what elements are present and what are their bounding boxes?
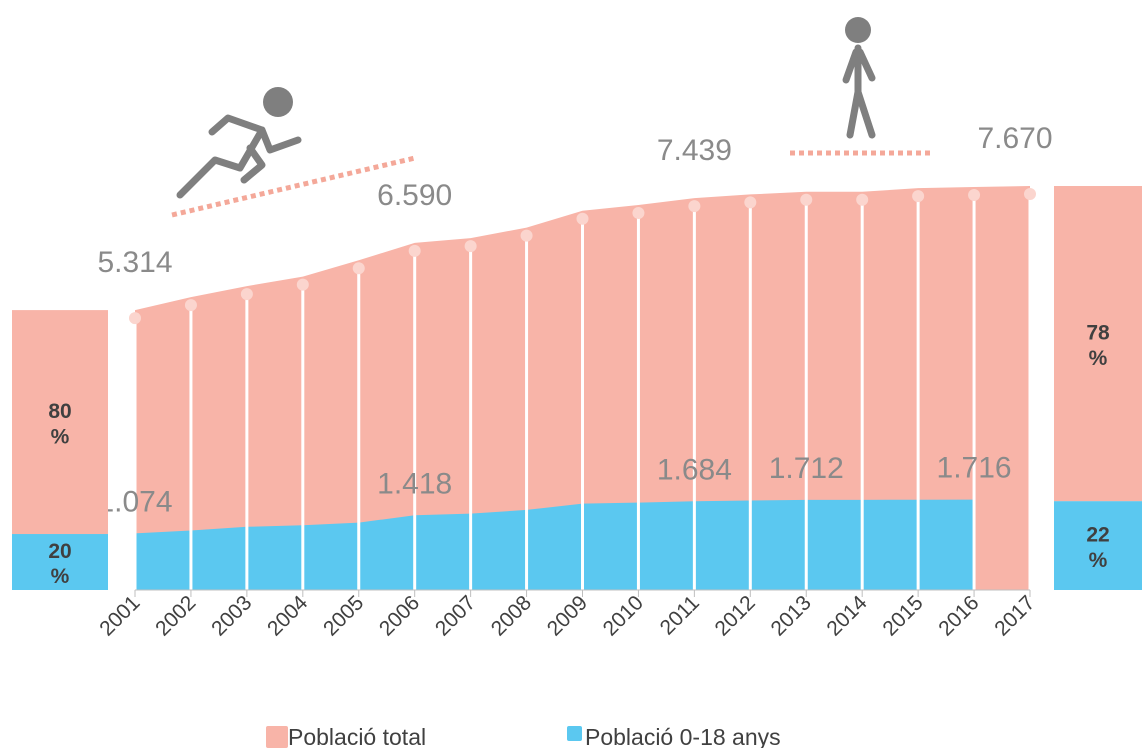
point	[968, 189, 981, 202]
x-tick-label: 2005	[319, 591, 368, 640]
point	[184, 299, 197, 312]
share-label-line: %	[1089, 549, 1108, 572]
value-label: 6.590	[377, 179, 452, 212]
share-label-line: %	[51, 425, 70, 448]
point	[129, 312, 141, 325]
x-tick-label: 2001	[95, 591, 144, 640]
legend-label: Població 0-18 anys	[585, 724, 781, 748]
point	[856, 193, 869, 206]
point	[688, 200, 701, 213]
value-label: 1.074	[97, 485, 172, 518]
x-tick-label: 2010	[599, 591, 648, 640]
legend-swatch	[266, 726, 288, 748]
share-label-line: 22	[1086, 524, 1109, 547]
point	[408, 244, 421, 257]
value-label: 7.439	[657, 134, 732, 167]
x-tick-label: 2008	[487, 591, 536, 640]
x-tick-label: 2013	[766, 591, 815, 640]
value-label: 7.670	[977, 122, 1052, 155]
x-tick-label: 2006	[375, 591, 424, 640]
share-label: 20%	[48, 540, 71, 588]
value-label: 1.712	[769, 452, 844, 485]
share-bar	[1054, 186, 1142, 502]
point	[296, 278, 309, 291]
legend-label: Població total	[288, 724, 426, 748]
area	[135, 499, 975, 590]
decoration	[171, 17, 932, 218]
value-label: 1.716	[937, 452, 1012, 485]
value-label: 1.684	[657, 453, 732, 486]
point	[464, 240, 477, 253]
share-bar	[12, 534, 108, 590]
share-label-line: 80	[48, 400, 71, 423]
point	[912, 190, 925, 203]
share-label-line: 20	[48, 540, 71, 563]
x-tick-label: 2009	[543, 591, 592, 640]
x-tick-label: 2014	[822, 591, 872, 641]
x-tick-label: 2016	[934, 591, 983, 640]
x-tick-label: 2003	[207, 591, 256, 640]
share-label-line: %	[51, 565, 70, 588]
legend-swatch	[567, 726, 582, 741]
point	[576, 212, 589, 225]
x-tick-label: 2002	[151, 591, 200, 640]
point	[1024, 188, 1036, 200]
share-bar	[1054, 501, 1142, 590]
point	[240, 288, 253, 301]
share-label-line: %	[1089, 347, 1108, 370]
x-tick-label: 2012	[711, 591, 760, 640]
value-label: 5.314	[97, 246, 172, 279]
share-label: 78%	[1086, 322, 1110, 370]
x-tick-label: 2017	[990, 591, 1039, 640]
x-tick-label: 2007	[431, 591, 480, 640]
point	[800, 193, 813, 206]
point	[632, 206, 645, 219]
x-tick-label: 2004	[263, 591, 313, 641]
x-tick-label: 2015	[878, 591, 927, 640]
share-label: 80%	[48, 400, 71, 448]
share-bar	[12, 310, 108, 535]
share-label-line: 78	[1086, 322, 1110, 345]
x-tick-label: 2011	[656, 591, 704, 639]
point	[352, 262, 365, 275]
point	[744, 196, 757, 209]
point	[520, 229, 533, 242]
value-label: 1.418	[377, 467, 452, 500]
share-label: 22%	[1086, 524, 1109, 572]
